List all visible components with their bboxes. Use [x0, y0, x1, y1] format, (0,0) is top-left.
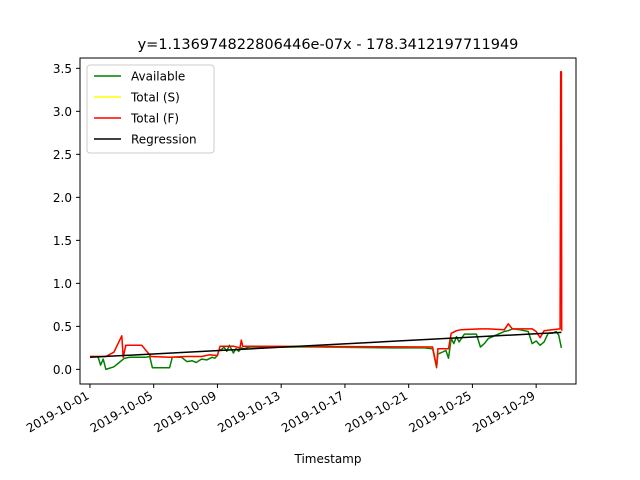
y-tick-label: 2.5 — [53, 148, 72, 162]
y-tick-label: 0.0 — [53, 363, 72, 377]
y-tick-label: 2.0 — [53, 191, 72, 205]
chart-title: y=1.136974822806446e-07x - 178.341219771… — [138, 37, 519, 53]
axes-frame — [79, 57, 577, 385]
legend-label: Total (F) — [130, 112, 179, 126]
y-tick-label: 0.5 — [53, 320, 72, 334]
legend-label: Regression — [131, 133, 197, 147]
plot-area — [89, 71, 563, 371]
y-tick-label: 3.0 — [53, 105, 72, 119]
series-line-regression — [89, 331, 562, 359]
series-line-total-f — [90, 71, 563, 368]
y-tick-label: 1.0 — [53, 277, 72, 291]
legend-label: Available — [131, 70, 185, 84]
y-axis: 0.0 0.5 1.0 1.5 2.0 2.5 3.0 3.5 — [53, 62, 80, 377]
axes — [79, 57, 577, 385]
legend-box — [86, 64, 215, 154]
legend: Available Total (S) Total (F) Regression — [86, 64, 215, 154]
x-axis-label: Timestamp — [294, 452, 362, 466]
legend-label: Total (S) — [130, 91, 180, 105]
y-tick-label: 3.5 — [53, 62, 72, 76]
y-tick-label: 1.5 — [53, 234, 72, 248]
